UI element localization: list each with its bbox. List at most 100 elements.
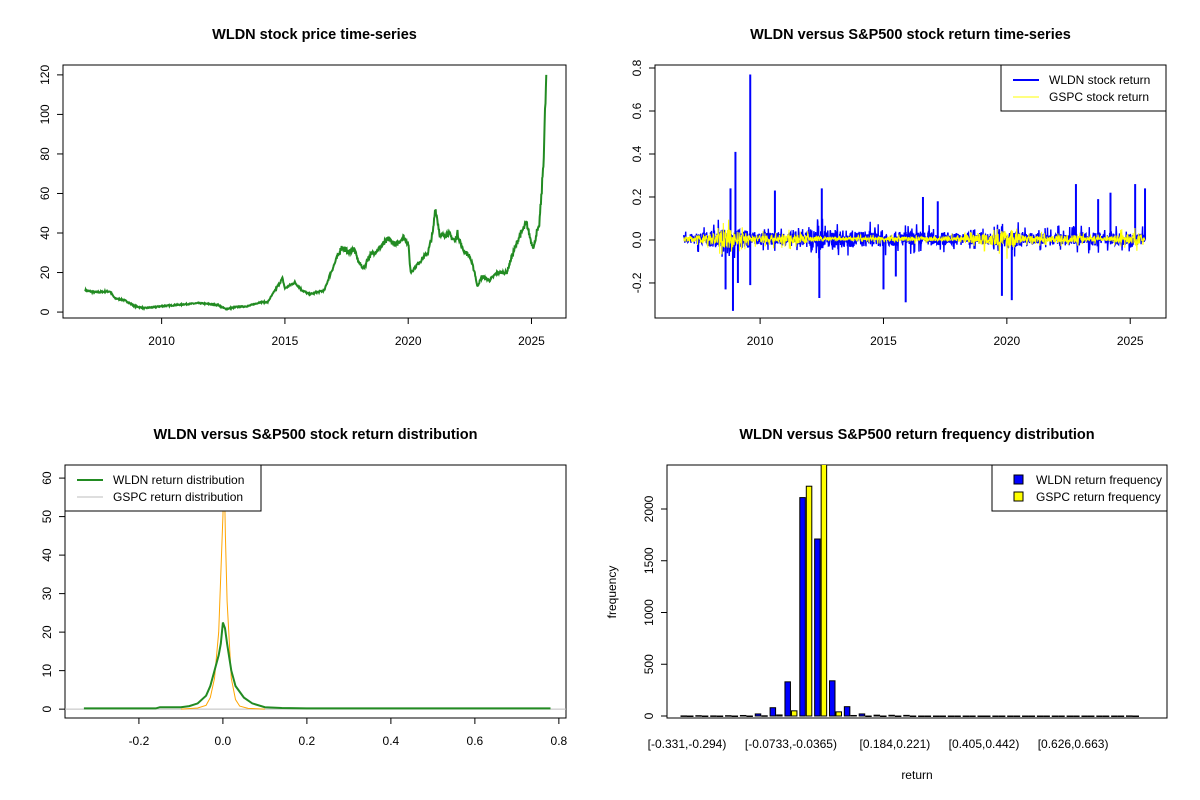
wldn-frequency-bar xyxy=(739,714,747,717)
y-tick-label: 50 xyxy=(40,510,54,524)
wldn-frequency-bar xyxy=(962,715,970,717)
legend-box xyxy=(991,464,1168,512)
y-tick-label: 1500 xyxy=(642,547,656,574)
wldn-frequency-bar xyxy=(754,713,762,717)
gspc-frequency-bar xyxy=(909,715,917,717)
panel-4: WLDN versus S&P500 return frequency dist… xyxy=(605,427,1168,782)
wldn-frequency-bar xyxy=(1081,715,1088,717)
y-tick-label: 20 xyxy=(38,266,52,280)
x-tick-label: 2010 xyxy=(148,334,175,348)
x-tick-label: 2025 xyxy=(518,334,545,348)
wldn-frequency-bar xyxy=(1051,715,1059,717)
y-tick-label: 30 xyxy=(40,587,54,601)
wldn-frequency-bar xyxy=(814,538,821,717)
gspc-frequency-bar xyxy=(1058,715,1065,717)
legend: WLDN stock return GSPC stock return xyxy=(1000,64,1167,112)
gspc-frequency-bar xyxy=(1013,715,1021,717)
y-tick-label: 500 xyxy=(642,654,656,674)
wldn-frequency-bar xyxy=(680,715,687,717)
y-tick-label: 40 xyxy=(38,226,52,240)
x-tick-label: 2010 xyxy=(747,334,774,348)
gspc-frequency-bar xyxy=(924,715,932,717)
x-tick-label: 2020 xyxy=(395,334,422,348)
wldn-frequency-bar xyxy=(725,715,732,717)
chart-title: WLDN versus S&P500 stock return time-ser… xyxy=(750,27,1071,43)
y-tick-label: 2000 xyxy=(642,495,656,522)
x-bin-label: [0.184,0.221) xyxy=(860,737,931,751)
wldn-frequency-bar xyxy=(1126,715,1133,717)
x-bin-label: [-0.331,-0.294) xyxy=(648,737,727,751)
x-tick-label: 0.0 xyxy=(215,734,232,748)
y-tick-label: 60 xyxy=(40,471,54,485)
wldn-frequency-bar xyxy=(873,714,881,717)
wldn-frequency-bar xyxy=(1007,715,1014,717)
y-axis-label: frequency xyxy=(605,566,619,619)
gspc-frequency-bar xyxy=(790,710,798,717)
chart-title: WLDN stock price time-series xyxy=(212,27,417,43)
legend-swatch xyxy=(1013,474,1024,485)
gspc-frequency-bar xyxy=(1028,715,1036,717)
wldn-frequency-bar xyxy=(1036,715,1044,717)
x-bin-label: [0.405,0.442) xyxy=(949,737,1020,751)
x-tick-label: 0.6 xyxy=(467,734,484,748)
y-tick-label: 0.2 xyxy=(630,188,644,205)
gspc-frequency-bar xyxy=(1087,715,1095,717)
gspc-frequency-bar xyxy=(805,485,813,717)
gspc-frequency-bar xyxy=(1117,715,1125,717)
wldn-frequency-bar xyxy=(918,715,925,717)
x-tick-label: 0.2 xyxy=(299,734,316,748)
gspc-frequency-bar xyxy=(1102,715,1110,717)
wldn-frequency-bar xyxy=(888,714,895,717)
legend-box xyxy=(64,464,262,512)
wldn-frequency-bar xyxy=(784,681,791,717)
chart-title: WLDN versus S&P500 return frequency dist… xyxy=(739,427,1094,443)
legend-box xyxy=(1000,64,1167,112)
x-bin-label: [-0.0733,-0.0365) xyxy=(745,737,837,751)
wldn-frequency-bar xyxy=(769,707,777,717)
panel-2: WLDN versus S&P500 stock return time-ser… xyxy=(630,27,1167,348)
price-line xyxy=(84,74,548,312)
x-tick-label: -0.2 xyxy=(129,734,150,748)
wldn-frequency-bar xyxy=(695,715,702,717)
y-tick-label: 0.0 xyxy=(630,231,644,248)
x-tick-label: 2025 xyxy=(1117,334,1144,348)
gspc-frequency-bar xyxy=(954,715,961,717)
gspc-return-line xyxy=(683,219,1146,259)
gspc-frequency-bar xyxy=(701,715,709,717)
wldn-frequency-bar xyxy=(843,706,851,717)
x-tick-label: 2015 xyxy=(272,334,299,348)
legend-label: GSPC return distribution xyxy=(113,490,243,504)
wldn-frequency-bar xyxy=(710,715,717,717)
gspc-frequency-bar xyxy=(761,715,768,717)
gspc-frequency-bar xyxy=(1043,715,1050,717)
legend-swatch xyxy=(1013,491,1024,502)
chart-title: WLDN versus S&P500 stock return distribu… xyxy=(154,427,478,443)
legend: WLDN return distribution GSPC return dist… xyxy=(64,464,262,512)
y-tick-label: 20 xyxy=(40,625,54,639)
gspc-frequency-bar xyxy=(865,715,872,717)
gspc-frequency-bar xyxy=(850,714,857,717)
wldn-frequency-bar xyxy=(903,714,910,717)
y-tick-label: 60 xyxy=(38,186,52,200)
y-tick-label: -0.2 xyxy=(630,272,644,293)
wldn-frequency-bar xyxy=(1111,715,1118,717)
y-tick-label: 0 xyxy=(40,705,54,712)
panel-3: WLDN versus S&P500 stock return distribu… xyxy=(40,427,568,748)
gspc-frequency-bar xyxy=(939,715,946,717)
y-tick-label: 10 xyxy=(40,664,54,678)
wldn-density-line xyxy=(83,622,551,710)
y-tick-label: 100 xyxy=(38,104,52,124)
gspc-frequency-bar xyxy=(820,465,828,717)
y-tick-label: 80 xyxy=(38,147,52,161)
gspc-frequency-bar xyxy=(880,715,887,717)
y-tick-label: 0.8 xyxy=(630,59,644,76)
x-tick-label: 2015 xyxy=(870,334,897,348)
gspc-frequency-bar xyxy=(1073,715,1080,717)
wldn-frequency-bar xyxy=(932,715,940,717)
gspc-frequency-bar xyxy=(969,715,976,717)
y-tick-label: 40 xyxy=(40,548,54,562)
gspc-frequency-bar xyxy=(894,715,902,717)
wldn-frequency-bar xyxy=(829,680,836,717)
y-tick-label: 0 xyxy=(642,712,656,719)
